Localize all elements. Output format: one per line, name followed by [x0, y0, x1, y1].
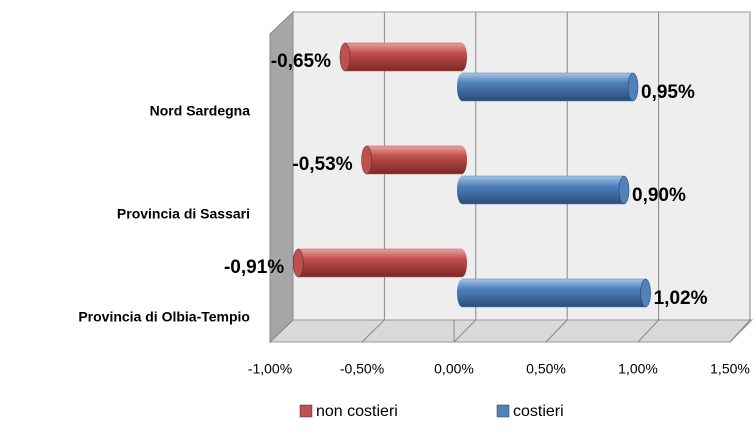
bar-base	[457, 146, 467, 174]
floor-tick	[637, 319, 659, 343]
bar-cap	[627, 72, 639, 102]
bar	[461, 175, 625, 205]
x-tick-label: -1,00%	[248, 361, 292, 377]
x-tick-label: 0,00%	[434, 361, 474, 377]
bar-cap	[292, 248, 304, 278]
bar-base	[457, 73, 467, 101]
value-label: -0,65%	[271, 51, 331, 72]
bar	[344, 42, 463, 72]
floor	[268, 319, 754, 343]
value-label: -0,53%	[292, 154, 352, 175]
floor-tick	[729, 319, 751, 343]
bar	[461, 278, 646, 308]
legend-swatch	[496, 404, 510, 418]
value-label: 0,90%	[632, 185, 686, 206]
legend-swatch	[299, 404, 313, 418]
x-tick-label: -0,50%	[340, 361, 384, 377]
bar-base	[457, 279, 467, 307]
bar	[461, 72, 634, 102]
bar-cap	[339, 42, 351, 72]
legend-label: costieri	[513, 403, 564, 420]
bar	[297, 248, 463, 278]
value-label: 0,95%	[641, 82, 695, 103]
category-label: Provincia di Sassari	[117, 206, 250, 222]
category-label: Provincia di Olbia-Tempio	[78, 309, 250, 325]
category-label: Nord Sardegna	[150, 103, 251, 119]
bar-cap	[361, 145, 372, 175]
value-label: 1,02%	[654, 288, 708, 309]
floor-tick	[269, 319, 294, 343]
bar-base	[457, 249, 467, 277]
bar	[366, 145, 463, 175]
floor-tick	[453, 319, 477, 343]
value-label: -0,91%	[224, 257, 284, 278]
x-tick-label: 1,00%	[618, 361, 658, 377]
bar-cap	[640, 278, 651, 308]
x-tick-label: 1,50%	[710, 361, 750, 377]
bar-cap	[618, 175, 630, 205]
x-tick-label: 0,50%	[526, 361, 566, 377]
legend-label: non costieri	[316, 403, 398, 420]
floor-tick	[545, 319, 568, 343]
bar-base	[457, 43, 467, 71]
floor-tick	[361, 319, 385, 343]
bar-base	[457, 176, 467, 204]
